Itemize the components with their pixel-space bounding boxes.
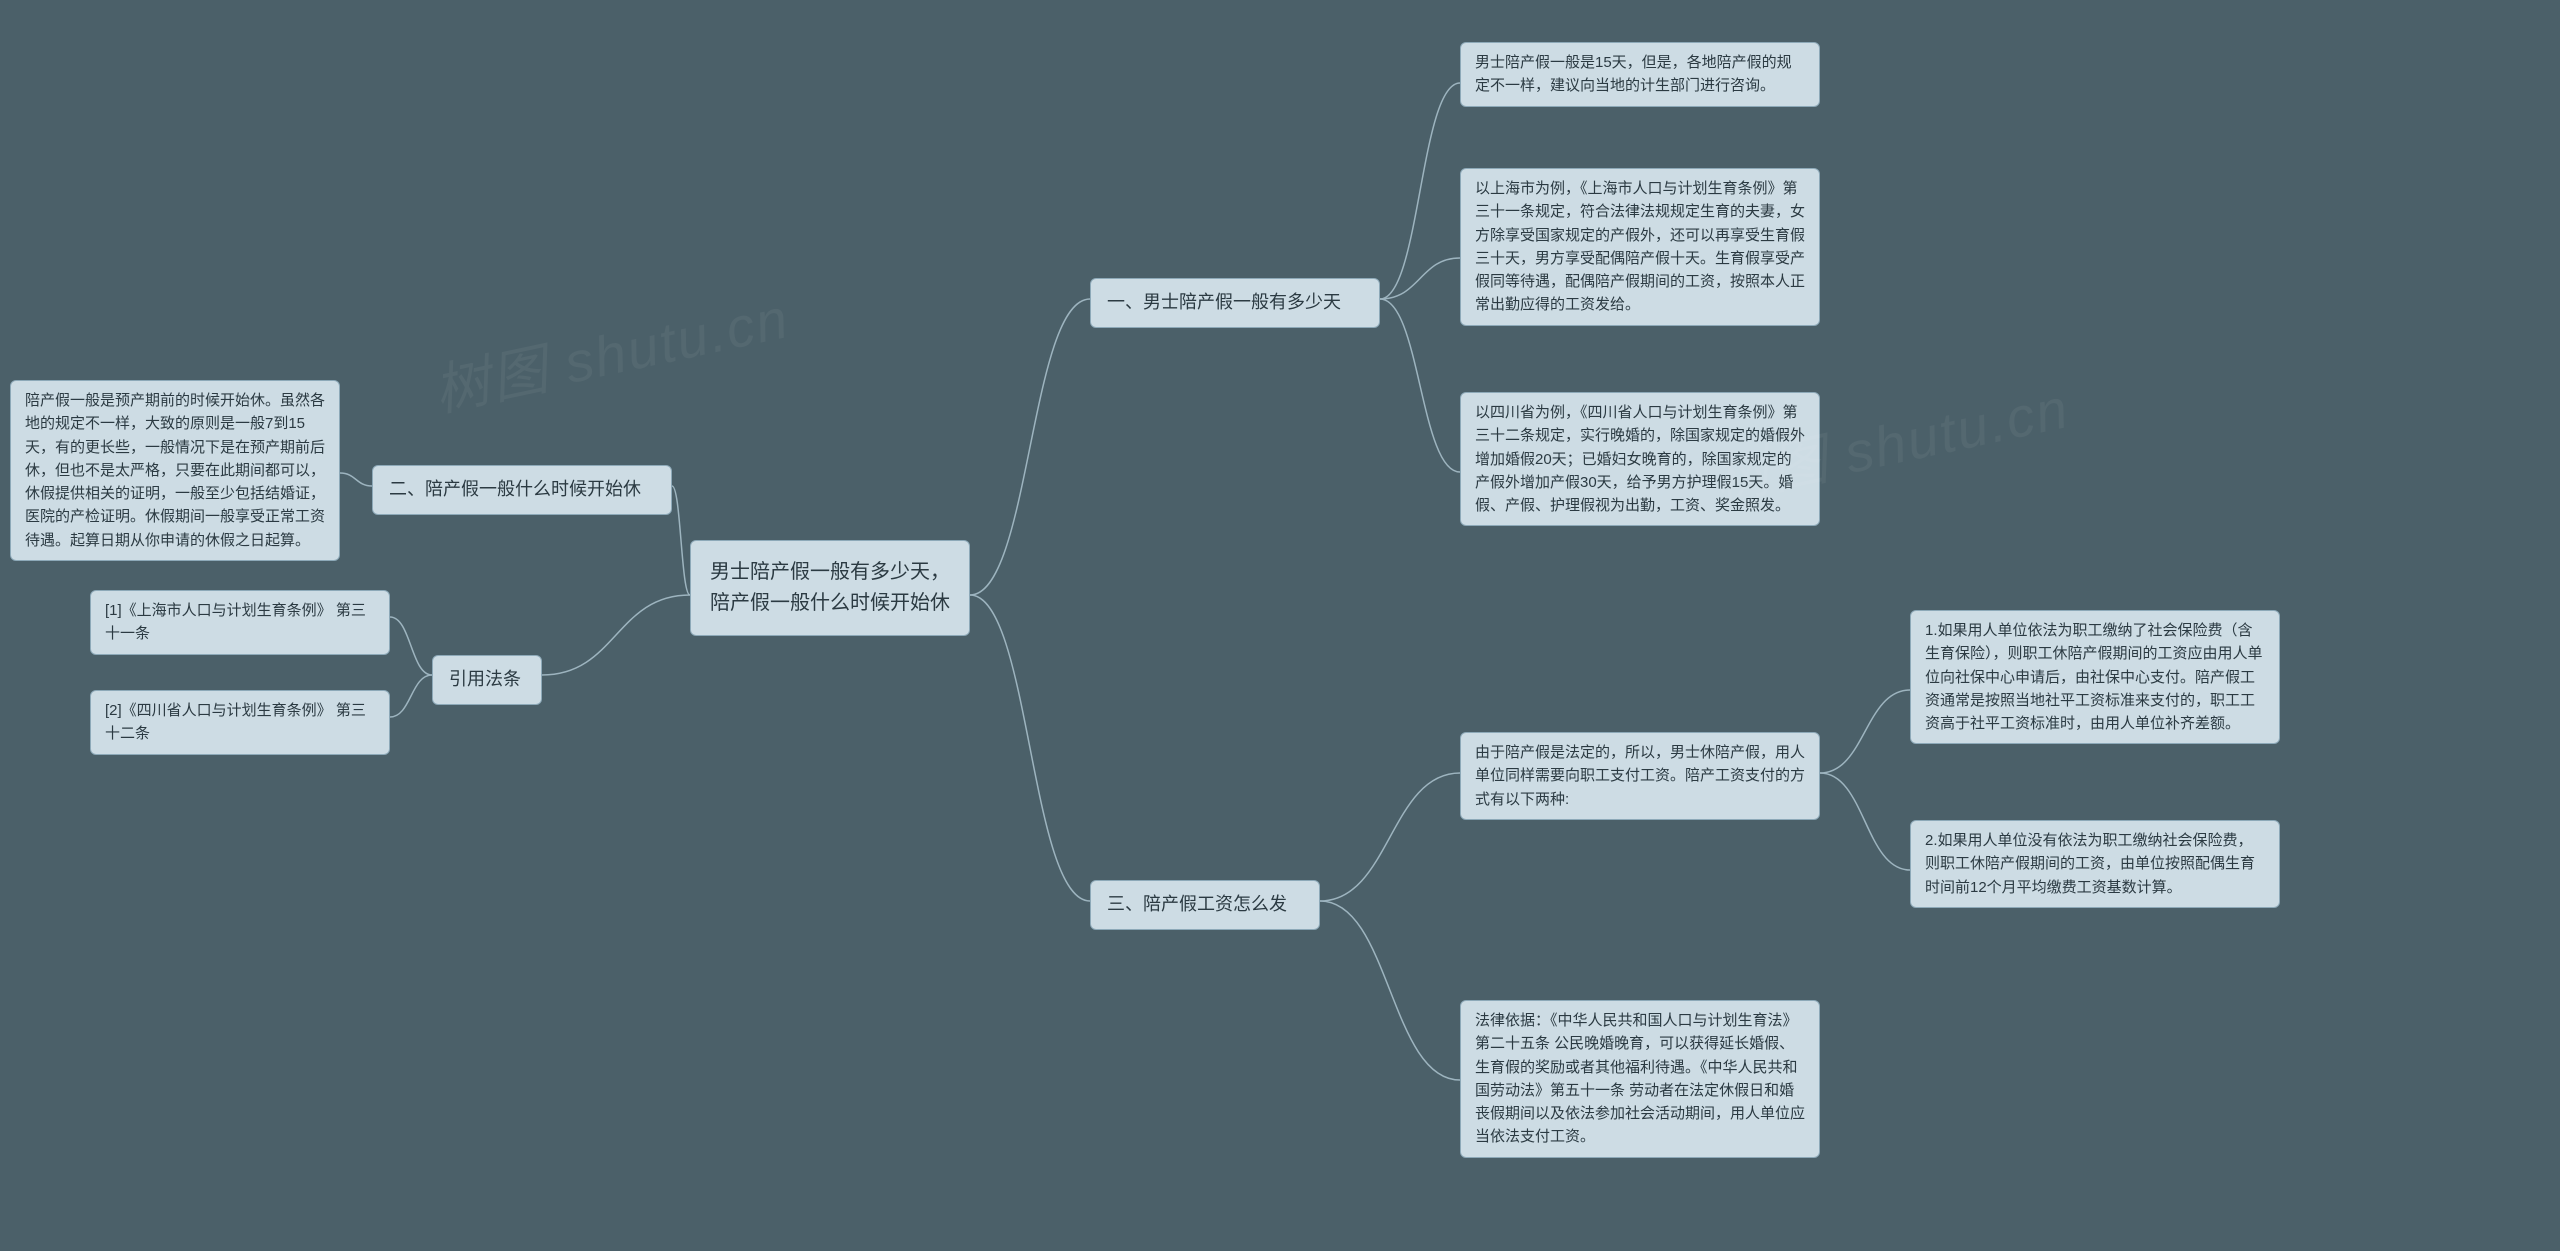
leaf-1-3-text: 以四川省为例，《四川省人口与计划生育条例》第三十二条规定，实行晚婚的，除国家规定… xyxy=(1475,404,1805,514)
connector xyxy=(542,595,690,675)
connector xyxy=(1820,773,1910,870)
connector xyxy=(1380,258,1460,299)
leaf-cite-1-text: [1]《上海市人口与计划生育条例》 第三十一条 xyxy=(105,602,366,642)
leaf-1-3: 以四川省为例，《四川省人口与计划生育条例》第三十二条规定，实行晚婚的，除国家规定… xyxy=(1460,392,1820,526)
connector xyxy=(390,617,432,675)
leaf-1-2: 以上海市为例，《上海市人口与计划生育条例》第三十一条规定，符合法律法规规定生育的… xyxy=(1460,168,1820,326)
branch-2-label: 二、陪产假一般什么时候开始休 xyxy=(389,479,641,499)
leaf-3-1-text: 由于陪产假是法定的，所以，男士休陪产假，用人单位同样需要向职工支付工资。陪产工资… xyxy=(1475,744,1805,808)
leaf-3-2: 法律依据：《中华人民共和国人口与计划生育法》第二十五条 公民晚婚晚育，可以获得延… xyxy=(1460,1000,1820,1158)
leaf-3-1-1: 1.如果用人单位依法为职工缴纳了社会保险费（含生育保险），则职工休陪产假期间的工… xyxy=(1910,610,2280,744)
leaf-3-1-2-text: 2.如果用人单位没有依法为职工缴纳社会保险费，则职工休陪产假期间的工资，由单位按… xyxy=(1925,832,2255,896)
branch-1-label: 一、男士陪产假一般有多少天 xyxy=(1107,292,1341,312)
watermark: 树图 shutu.cn xyxy=(426,273,796,427)
branch-3: 三、陪产假工资怎么发 xyxy=(1090,880,1320,930)
leaf-3-1-2: 2.如果用人单位没有依法为职工缴纳社会保险费，则职工休陪产假期间的工资，由单位按… xyxy=(1910,820,2280,908)
leaf-2-1-text: 陪产假一般是预产期前的时候开始休。虽然各地的规定不一样，大致的原则是一般7到15… xyxy=(25,392,325,549)
root-label: 男士陪产假一般有多少天，陪产假一般什么时候开始休 xyxy=(710,561,950,614)
connector xyxy=(1320,773,1460,901)
branch-cite-label: 引用法条 xyxy=(449,669,521,689)
branch-2: 二、陪产假一般什么时候开始休 xyxy=(372,465,672,515)
leaf-3-2-text: 法律依据：《中华人民共和国人口与计划生育法》第二十五条 公民晚婚晚育，可以获得延… xyxy=(1475,1012,1805,1145)
connector xyxy=(390,675,432,717)
leaf-cite-2: [2]《四川省人口与计划生育条例》 第三十二条 xyxy=(90,690,390,755)
branch-3-label: 三、陪产假工资怎么发 xyxy=(1107,894,1287,914)
leaf-cite-1: [1]《上海市人口与计划生育条例》 第三十一条 xyxy=(90,590,390,655)
branch-cite: 引用法条 xyxy=(432,655,542,705)
leaf-1-1-text: 男士陪产假一般是15天，但是，各地陪产假的规定不一样，建议向当地的计生部门进行咨… xyxy=(1475,54,1792,94)
connector xyxy=(970,299,1090,595)
connector xyxy=(1820,690,1910,773)
connector xyxy=(970,595,1090,901)
root-node: 男士陪产假一般有多少天，陪产假一般什么时候开始休 xyxy=(690,540,970,636)
branch-1: 一、男士陪产假一般有多少天 xyxy=(1090,278,1380,328)
leaf-2-1: 陪产假一般是预产期前的时候开始休。虽然各地的规定不一样，大致的原则是一般7到15… xyxy=(10,380,340,561)
connector xyxy=(1380,83,1460,299)
connector xyxy=(1320,901,1460,1080)
connector xyxy=(1380,299,1460,472)
leaf-1-2-text: 以上海市为例，《上海市人口与计划生育条例》第三十一条规定，符合法律法规规定生育的… xyxy=(1475,180,1805,313)
leaf-cite-2-text: [2]《四川省人口与计划生育条例》 第三十二条 xyxy=(105,702,366,742)
leaf-3-1: 由于陪产假是法定的，所以，男士休陪产假，用人单位同样需要向职工支付工资。陪产工资… xyxy=(1460,732,1820,820)
connector xyxy=(672,486,690,595)
connector xyxy=(340,473,372,486)
leaf-1-1: 男士陪产假一般是15天，但是，各地陪产假的规定不一样，建议向当地的计生部门进行咨… xyxy=(1460,42,1820,107)
leaf-3-1-1-text: 1.如果用人单位依法为职工缴纳了社会保险费（含生育保险），则职工休陪产假期间的工… xyxy=(1925,622,2263,732)
